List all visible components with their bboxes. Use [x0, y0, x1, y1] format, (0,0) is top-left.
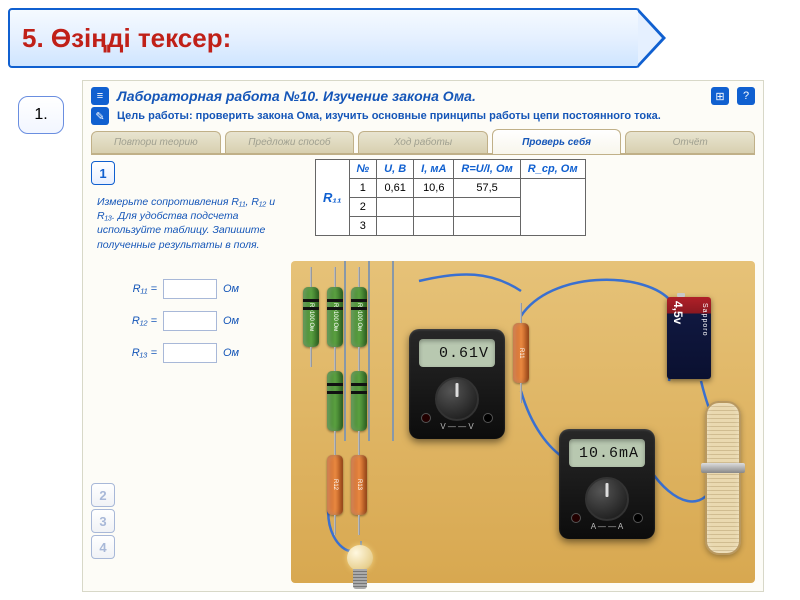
- input-r13[interactable]: [163, 343, 217, 363]
- label-r12: R₁₂ =: [121, 315, 157, 327]
- tab-underline: [91, 153, 755, 155]
- label-r11: R₁₁ =: [121, 283, 157, 295]
- voltmeter[interactable]: 0.61V V — — V: [409, 329, 505, 439]
- resistor-green-3[interactable]: R=100 Ом: [351, 287, 367, 347]
- bulb[interactable]: [347, 545, 373, 589]
- table-header-row: R₁₁ № U, B I, мА R=U/I, Ом R_ср, Ом: [316, 160, 586, 179]
- unit-r11: Ом: [223, 283, 239, 295]
- step-marker-text: 1.: [34, 106, 47, 124]
- section-title: 5. Өзіңді тексер:: [22, 23, 231, 54]
- resistor-r13[interactable]: R13: [351, 455, 367, 515]
- tab-selfcheck[interactable]: Проверь себя: [492, 129, 622, 154]
- help-icon[interactable]: ?: [737, 87, 755, 105]
- substep-3[interactable]: 3: [91, 509, 115, 533]
- voltmeter-screen: 0.61V: [419, 339, 495, 367]
- resistor-green-4[interactable]: [327, 371, 343, 431]
- tab-procedure[interactable]: Ход работы: [358, 131, 488, 153]
- substep-1[interactable]: 1: [91, 161, 115, 185]
- voltmeter-label: V — — V: [409, 422, 505, 431]
- tab-method[interactable]: Предложи способ: [225, 131, 355, 153]
- banner-arrow: [638, 8, 666, 68]
- circuit-board: R=100 Ом R=100 Ом R=100 Ом R12 R13 R11 0…: [291, 261, 755, 583]
- input-row-r12: R₁₂ = Ом: [121, 311, 239, 331]
- resistance-inputs: R₁₁ = Ом R₁₂ = Ом R₁₃ = Ом: [121, 279, 239, 375]
- th-ravg: R_ср, Ом: [520, 160, 585, 179]
- resistor-r12[interactable]: R12: [327, 455, 343, 515]
- input-r11[interactable]: [163, 279, 217, 299]
- unit-r13: Ом: [223, 347, 239, 359]
- ammeter-label: A — — A: [559, 522, 655, 531]
- battery-voltage: 4,5v: [671, 301, 685, 324]
- lab-panel: ≡ Лабораторная работа №10. Изучение зако…: [82, 80, 764, 592]
- lab-menu-icon[interactable]: ≡: [91, 87, 109, 105]
- tab-bar: Повтори теорию Предложи способ Ход работ…: [83, 131, 763, 153]
- bulb-base: [353, 569, 367, 589]
- th-i: I, мА: [414, 160, 454, 179]
- calc-icon[interactable]: ⊞: [711, 87, 729, 105]
- lab-header: ≡ Лабораторная работа №10. Изучение зако…: [83, 81, 763, 107]
- voltmeter-dial[interactable]: [435, 377, 479, 421]
- substep-2[interactable]: 2: [91, 483, 115, 507]
- input-row-r11: R₁₁ = Ом: [121, 279, 239, 299]
- th-num: №: [349, 160, 377, 179]
- ammeter-dial[interactable]: [585, 477, 629, 521]
- lab-content: 1 2 3 4 Измерьте сопротивления R₁₁, R₁₂ …: [91, 161, 755, 583]
- resistor-r11[interactable]: R11: [513, 323, 529, 383]
- lab-title: Лабораторная работа №10. Изучение закона…: [117, 88, 703, 104]
- table-rowlabel: R₁₁: [316, 160, 350, 236]
- lab-goal-row: ✎ Цель работы: проверить закона Ома, изу…: [83, 107, 763, 131]
- label-r13: R₁₃ =: [121, 347, 157, 359]
- instruction-text: Измерьте сопротивления R₁₁, R₁₂ и R₁₃. Д…: [97, 195, 287, 252]
- th-r: R=U/I, Ом: [454, 160, 520, 179]
- bulb-glass: [347, 545, 373, 571]
- ammeter[interactable]: 10.6mA A — — A: [559, 429, 655, 539]
- rheostat[interactable]: [705, 401, 741, 555]
- substep-4[interactable]: 4: [91, 535, 115, 559]
- th-u: U, B: [377, 160, 414, 179]
- input-row-r13: R₁₃ = Ом: [121, 343, 239, 363]
- resistor-green-2[interactable]: R=100 Ом: [327, 287, 343, 347]
- lab-goal-text: Цель работы: проверить закона Ома, изучи…: [117, 110, 661, 122]
- tab-theory[interactable]: Повтори теорию: [91, 131, 221, 153]
- step-marker-1: 1.: [18, 96, 64, 134]
- battery-brand: Sapporo: [701, 303, 708, 336]
- battery[interactable]: 4,5v Sapporo: [667, 297, 711, 379]
- goal-icon: ✎: [91, 107, 109, 125]
- section-banner: 5. Өзіңді тексер:: [8, 8, 640, 68]
- table-row: 1 0,61 10,6 57,5: [316, 179, 586, 198]
- input-r12[interactable]: [163, 311, 217, 331]
- tab-report[interactable]: Отчёт: [625, 131, 755, 153]
- data-table: R₁₁ № U, B I, мА R=U/I, Ом R_ср, Ом 1 0,…: [315, 159, 586, 236]
- resistor-green-5[interactable]: [351, 371, 367, 431]
- resistor-green-1[interactable]: R=100 Ом: [303, 287, 319, 347]
- ammeter-screen: 10.6mA: [569, 439, 645, 467]
- unit-r12: Ом: [223, 315, 239, 327]
